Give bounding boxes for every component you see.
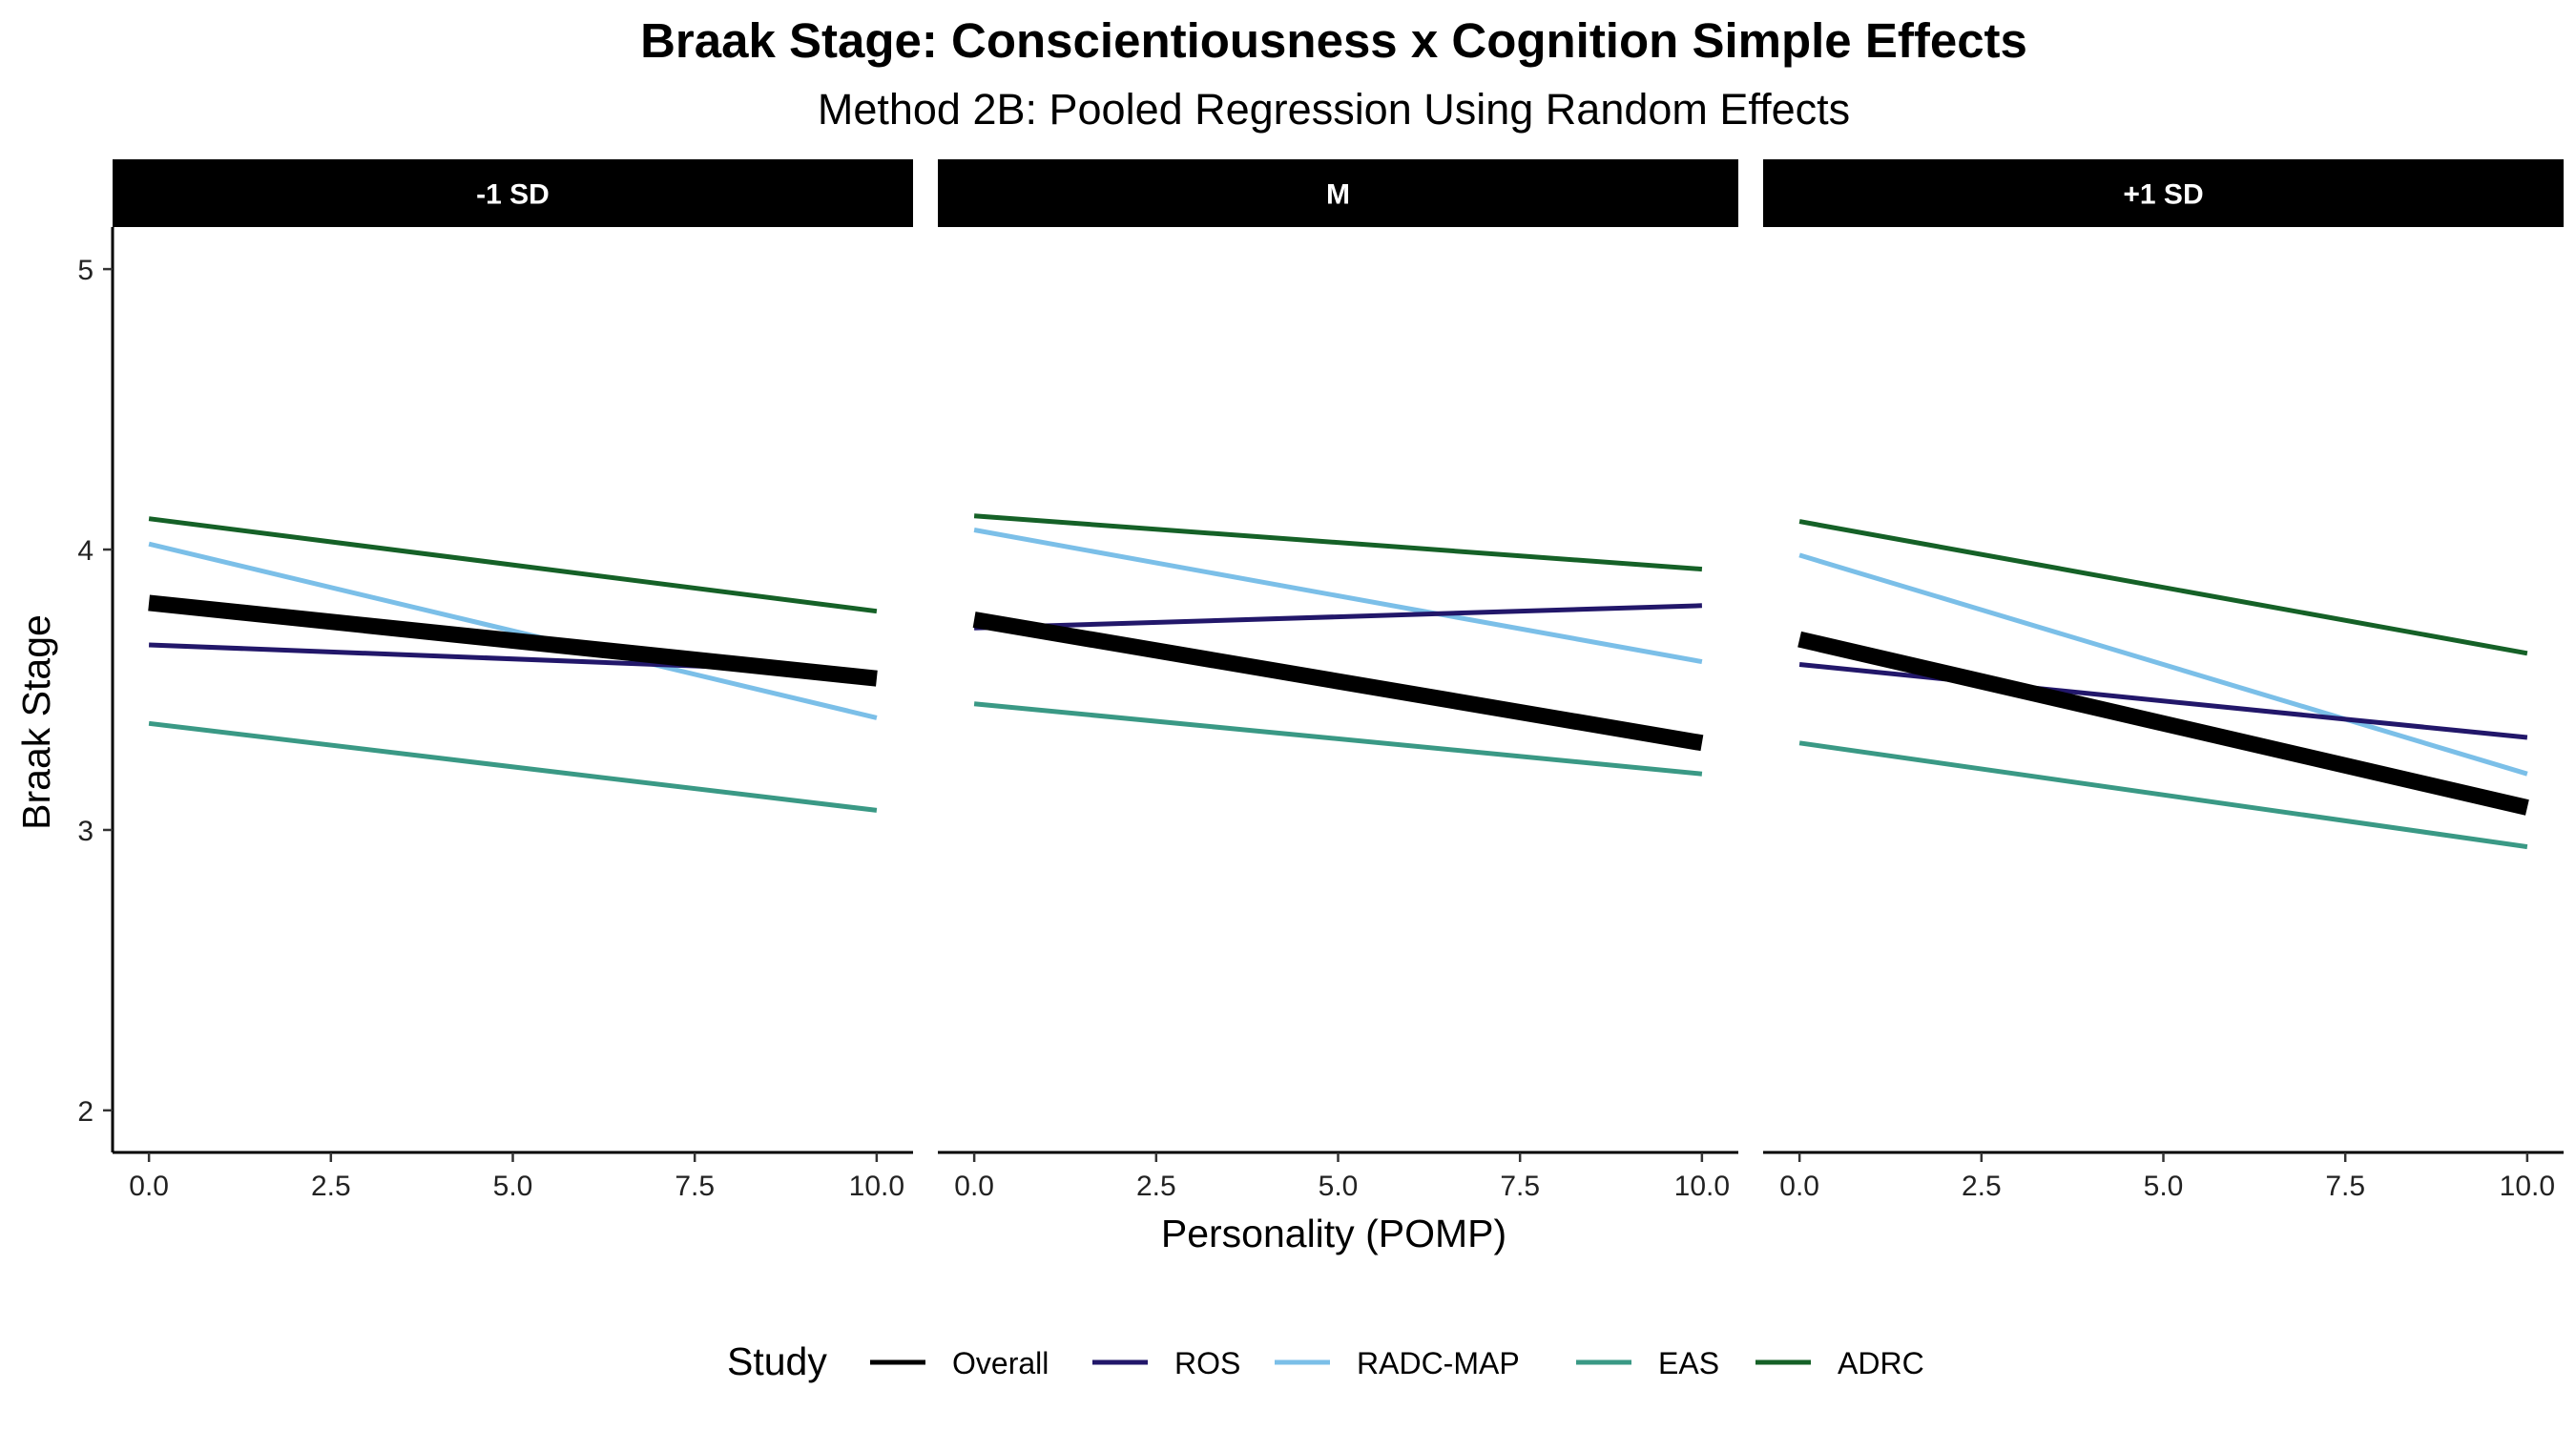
series-line-radc-map (973, 528, 1703, 665)
panel-0: -1 SD 0.0 2.5 5.0 7.5 10.0 2 3 4 5 (77, 159, 913, 1202)
x-axis-title: Personality (POMP) (1161, 1212, 1506, 1255)
facet-strip-label: -1 SD (476, 179, 550, 211)
x-tick-label: 5.0 (1319, 1171, 1359, 1202)
x-tick-label: 0.0 (1779, 1171, 1819, 1202)
panel-1: M 0.0 2.5 5.0 7.5 10.0 (938, 159, 1738, 1202)
x-tick-label: 0.0 (129, 1171, 169, 1202)
y-tick-label: 5 (77, 255, 93, 286)
series-line-eas (973, 701, 1703, 777)
x-tick-label: 5.0 (2144, 1171, 2184, 1202)
x-tick-label: 0.0 (954, 1171, 994, 1202)
facet-strip (113, 159, 913, 227)
facet-strip-label: +1 SD (2123, 179, 2203, 211)
series-line-radc-map (1798, 552, 2528, 777)
series-line-radc-map (148, 541, 878, 720)
series-line-overall (1797, 631, 2529, 816)
series-line-ros (1798, 662, 2528, 740)
x-tick-label: 10.0 (2500, 1171, 2555, 1202)
x-tick-label: 2.5 (311, 1171, 351, 1202)
x-tick-label: 5.0 (493, 1171, 533, 1202)
series-line-overall (972, 612, 1704, 752)
x-tick-label: 10.0 (1674, 1171, 1730, 1202)
legend-label-overall: Overall (952, 1346, 1049, 1380)
legend-label-radc-map: RADC-MAP (1357, 1346, 1520, 1380)
y-tick-label: 3 (77, 816, 93, 847)
x-tick-label: 10.0 (849, 1171, 904, 1202)
chart-subtitle: Method 2B: Pooled Regression Using Rando… (818, 85, 1850, 134)
series-line-adrc (973, 513, 1703, 572)
facet-strip-label: M (1326, 179, 1350, 211)
legend-label-adrc: ADRC (1838, 1346, 1924, 1380)
y-tick-label: 2 (77, 1096, 93, 1128)
series-line-overall (148, 594, 878, 687)
legend: Study Overall ROS RADC-MAP EAS ADRC (727, 1339, 1924, 1383)
x-tick-label: 7.5 (675, 1171, 715, 1202)
x-tick-label: 7.5 (2325, 1171, 2365, 1202)
facet-panels: -1 SD 0.0 2.5 5.0 7.5 10.0 2 3 4 5 M 0.0 2.5 5.0 7.5 10… (77, 159, 2564, 1202)
x-tick-label: 2.5 (1136, 1171, 1176, 1202)
legend-label-eas: EAS (1658, 1346, 1719, 1380)
y-tick-label: 4 (77, 535, 93, 567)
x-tick-label: 7.5 (1500, 1171, 1540, 1202)
series-line-eas (148, 720, 878, 813)
series-line-eas (1798, 740, 2528, 850)
legend-title: Study (727, 1339, 827, 1383)
chart-title: Braak Stage: Conscientiousness x Cogniti… (640, 13, 2027, 68)
y-axis-title: Braak Stage (14, 614, 58, 830)
series-line-ros (974, 603, 1702, 631)
series-line-adrc (1798, 519, 2528, 656)
panel-2: +1 SD 0.0 2.5 5.0 7.5 10.0 (1763, 159, 2564, 1202)
legend-label-ros: ROS (1174, 1346, 1240, 1380)
facet-strip (1763, 159, 2564, 227)
facet-strip (938, 159, 1738, 227)
x-tick-label: 2.5 (1962, 1171, 2002, 1202)
series-line-adrc (148, 516, 878, 614)
